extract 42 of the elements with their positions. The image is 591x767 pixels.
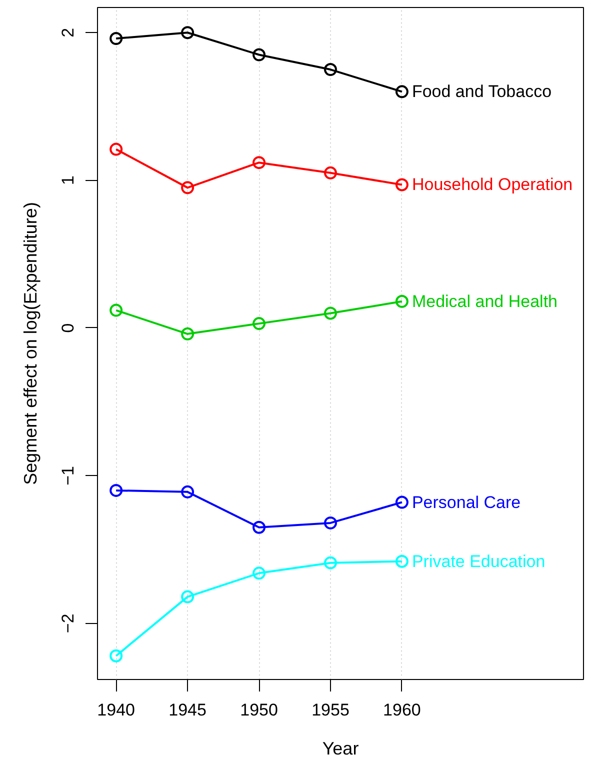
point — [252, 566, 266, 580]
point — [181, 485, 194, 498]
point — [395, 496, 408, 509]
series-label: Household Operation — [412, 175, 573, 194]
x-tick-label: 1940 — [97, 700, 135, 720]
y-tick-label: 2 — [58, 28, 78, 38]
x-axis-title: Year — [322, 738, 359, 758]
point — [181, 26, 194, 40]
point — [181, 327, 194, 340]
point — [324, 63, 337, 76]
point — [181, 590, 194, 604]
point — [181, 181, 194, 194]
point — [110, 304, 123, 317]
point — [395, 554, 408, 568]
point — [395, 85, 408, 98]
point — [395, 294, 408, 308]
point — [324, 516, 337, 530]
point — [324, 166, 337, 180]
series-label: Medical and Health — [412, 292, 558, 311]
point — [110, 649, 123, 662]
point — [395, 178, 408, 192]
series-label: Personal Care — [412, 492, 521, 512]
point — [324, 306, 337, 320]
point — [110, 142, 123, 156]
point — [252, 520, 266, 534]
x-tick-label: 1955 — [312, 700, 350, 720]
x-tick-label: 1960 — [383, 700, 421, 720]
point — [252, 156, 266, 170]
y-tick-label: 0 — [58, 323, 78, 333]
y-axis-title: Segment effect on log(Expenditure) — [20, 202, 40, 485]
point — [110, 32, 123, 46]
x-tick-label: 1945 — [168, 700, 206, 720]
y-tick-label: 1 — [58, 176, 78, 186]
series-label: Private Education — [412, 552, 546, 571]
x-tick-label: 1950 — [240, 700, 278, 720]
y-tick-label: −2 — [58, 614, 78, 634]
y-tick-label: −1 — [58, 466, 78, 486]
point — [324, 556, 337, 570]
point — [252, 48, 266, 62]
point — [110, 484, 123, 497]
point — [252, 317, 266, 330]
series-label: Food and Tobacco — [412, 82, 552, 102]
